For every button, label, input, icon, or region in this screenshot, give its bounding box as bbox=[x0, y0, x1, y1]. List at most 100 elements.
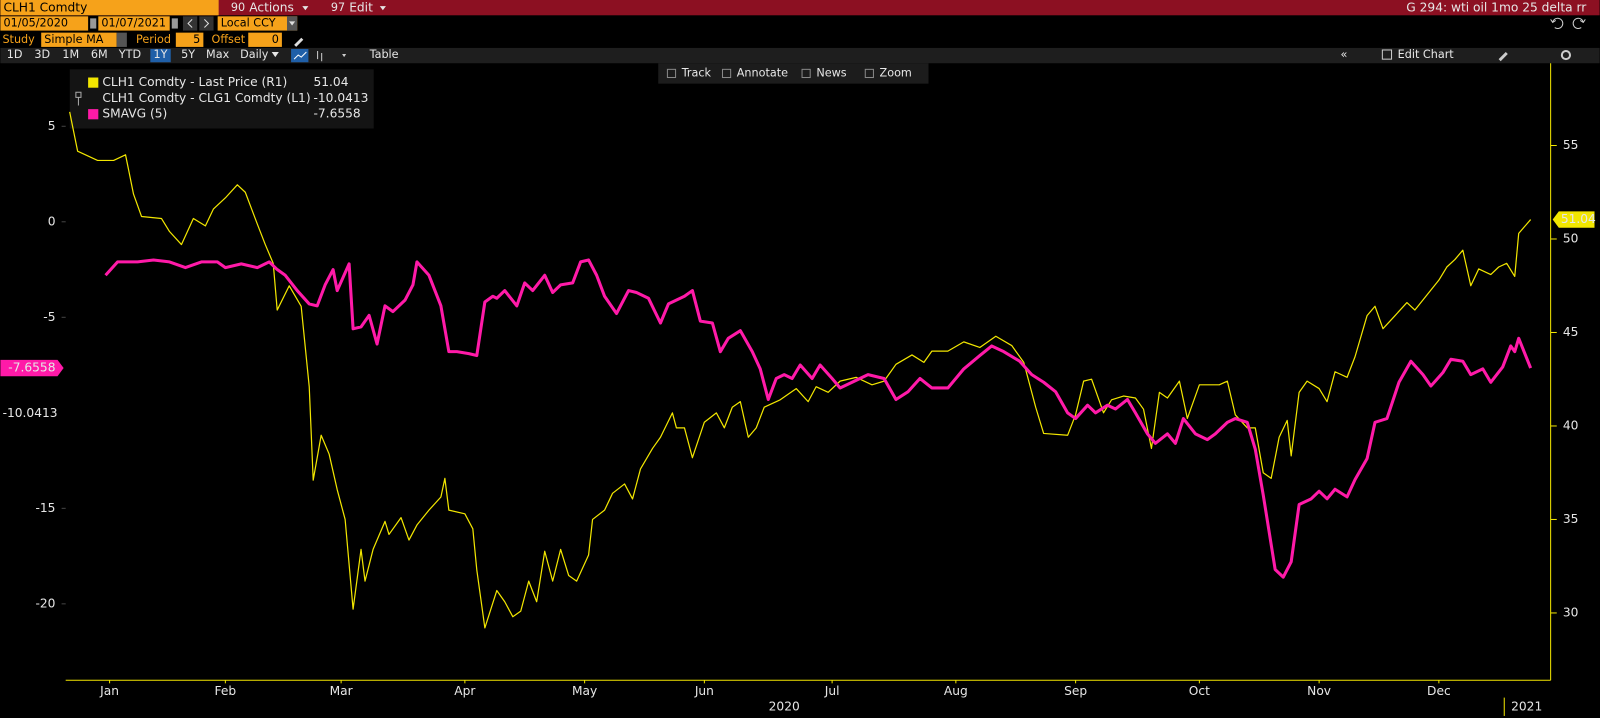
tool-icon bbox=[666, 68, 677, 79]
edit-menu[interactable]: Edit bbox=[349, 1, 373, 15]
y-tick-label: -5 bbox=[43, 310, 55, 324]
last-value-tag bbox=[0, 359, 64, 377]
edit-chart-icon bbox=[1381, 49, 1393, 60]
tool-button[interactable]: Track bbox=[681, 66, 712, 79]
y2-tick-label: 40 bbox=[1563, 418, 1579, 432]
range-button[interactable]: Max bbox=[206, 48, 230, 61]
legend-entries: CLH1 Comdty - Last Price (R1) 51.04 CLH1 C… bbox=[75, 75, 369, 121]
tool-icon bbox=[801, 68, 811, 79]
y2-tick-label: 35 bbox=[1563, 512, 1579, 526]
edit-code: 97 bbox=[331, 1, 345, 14]
range-button[interactable]: 6M bbox=[91, 48, 108, 61]
y2-tick-label: 50 bbox=[1563, 231, 1579, 245]
frequency[interactable]: Daily bbox=[240, 48, 269, 61]
last-value-tag bbox=[1552, 211, 1595, 228]
legend-value: -10.0413 bbox=[314, 91, 369, 105]
legend-value: 51.04 bbox=[314, 75, 349, 89]
last-value-label: -7.6558 bbox=[8, 361, 55, 375]
actions-menu[interactable]: Actions bbox=[249, 1, 294, 15]
edit-chart-button[interactable]: Edit Chart bbox=[1398, 48, 1455, 61]
y-tick-label: -20 bbox=[36, 596, 56, 610]
year-label: 2020 bbox=[769, 699, 800, 713]
legend-label: SMAVG (5) bbox=[102, 107, 167, 121]
tool-icon bbox=[864, 68, 874, 79]
dropdown-arrow bbox=[379, 6, 386, 11]
chart-toolbar bbox=[0, 47, 1600, 64]
x-tick-label: Dec bbox=[1427, 684, 1451, 698]
plot-area: -20 -15 -5 0 5 30 35 40 45 50 55 Jan Feb Mar Apr May Jun… bbox=[0, 63, 1596, 716]
range-button[interactable]: 1D bbox=[7, 48, 23, 61]
x-tick-label: Sep bbox=[1064, 684, 1087, 698]
legend bbox=[69, 69, 374, 129]
offset: 0 bbox=[272, 33, 279, 46]
y-tick-label: 5 bbox=[48, 119, 56, 133]
table-button[interactable]: Table bbox=[369, 48, 399, 61]
date-field[interactable] bbox=[0, 16, 89, 31]
dropdown-arrow bbox=[289, 21, 296, 26]
x-tick-label: Jan bbox=[99, 684, 119, 698]
study-field[interactable] bbox=[41, 32, 117, 47]
tool-button[interactable]: Zoom bbox=[880, 66, 912, 79]
study: Simple MA bbox=[44, 33, 103, 46]
calendar-icon[interactable] bbox=[90, 18, 97, 29]
calendar-icon[interactable] bbox=[171, 18, 178, 29]
tool-icon bbox=[721, 68, 732, 79]
range-button[interactable]: YTD bbox=[118, 48, 141, 61]
active-range bbox=[150, 48, 171, 63]
study-label: Study bbox=[2, 33, 35, 46]
pencil-icon[interactable] bbox=[1498, 52, 1508, 62]
next-icon bbox=[204, 19, 210, 28]
chart-tools bbox=[658, 63, 929, 84]
series-line bbox=[69, 111, 1532, 629]
x-tick-label: May bbox=[572, 684, 597, 698]
range-button[interactable]: 3D bbox=[34, 48, 50, 61]
date-field[interactable] bbox=[98, 16, 170, 31]
legend-label: CLH1 Comdty - CLG1 Comdty (L1) bbox=[102, 91, 310, 105]
range-button[interactable]: 1M bbox=[62, 48, 79, 61]
last-value-label: 51.04 bbox=[1561, 212, 1596, 226]
legend-icon bbox=[75, 91, 82, 106]
last-value-label: -10.0413 bbox=[3, 406, 58, 420]
offset-label: Offset bbox=[212, 33, 246, 46]
collapse-button[interactable]: « bbox=[1341, 48, 1348, 61]
legend-swatch bbox=[88, 109, 99, 120]
legend-label: CLH1 Comdty - Last Price (R1) bbox=[102, 75, 287, 89]
settings-icon[interactable] bbox=[1560, 49, 1572, 61]
x-tick-label: Apr bbox=[454, 684, 476, 698]
start-date: 01/05/2020 bbox=[3, 16, 68, 29]
dropdown-arrow bbox=[271, 52, 279, 58]
tool-button[interactable]: Annotate bbox=[737, 66, 788, 79]
y2-tick-label: 30 bbox=[1563, 605, 1579, 619]
period: 5 bbox=[193, 33, 200, 46]
y2-tick-label: 55 bbox=[1563, 138, 1579, 152]
line-icon bbox=[293, 51, 307, 60]
x-tick-label: Nov bbox=[1307, 684, 1331, 698]
redo-icon[interactable] bbox=[1572, 17, 1586, 29]
dropdown-button[interactable] bbox=[116, 32, 127, 47]
security-field[interactable] bbox=[0, 0, 219, 16]
series-line bbox=[104, 258, 1533, 579]
x-tick-label: Feb bbox=[215, 684, 237, 698]
pencil-icon[interactable] bbox=[294, 37, 304, 47]
tool-button[interactable]: News bbox=[816, 66, 846, 79]
next-button[interactable] bbox=[199, 16, 214, 31]
bar-icon[interactable] bbox=[317, 50, 323, 62]
y-tick-label: -15 bbox=[36, 501, 56, 515]
year-label: 2021 bbox=[1511, 699, 1542, 713]
currency-field[interactable] bbox=[217, 16, 298, 31]
period-field[interactable] bbox=[175, 32, 204, 47]
range-buttons: 1D 3D 1M 6M YTD 1Y 5Y Max bbox=[7, 48, 230, 63]
range-button[interactable]: 1Y bbox=[154, 48, 168, 61]
period-label: Period bbox=[136, 33, 171, 46]
range-button[interactable]: 5Y bbox=[181, 48, 195, 61]
dropdown-arrow bbox=[342, 54, 347, 58]
y2-tick-label: 45 bbox=[1563, 325, 1579, 339]
offset-field[interactable] bbox=[248, 32, 282, 47]
x-tick-label: Mar bbox=[330, 684, 354, 698]
prev-button[interactable] bbox=[182, 16, 198, 31]
chart-tool-buttons: Track Annotate News Zoom bbox=[666, 66, 912, 79]
legend-swatch bbox=[88, 77, 99, 88]
undo-icon[interactable] bbox=[1550, 17, 1564, 29]
